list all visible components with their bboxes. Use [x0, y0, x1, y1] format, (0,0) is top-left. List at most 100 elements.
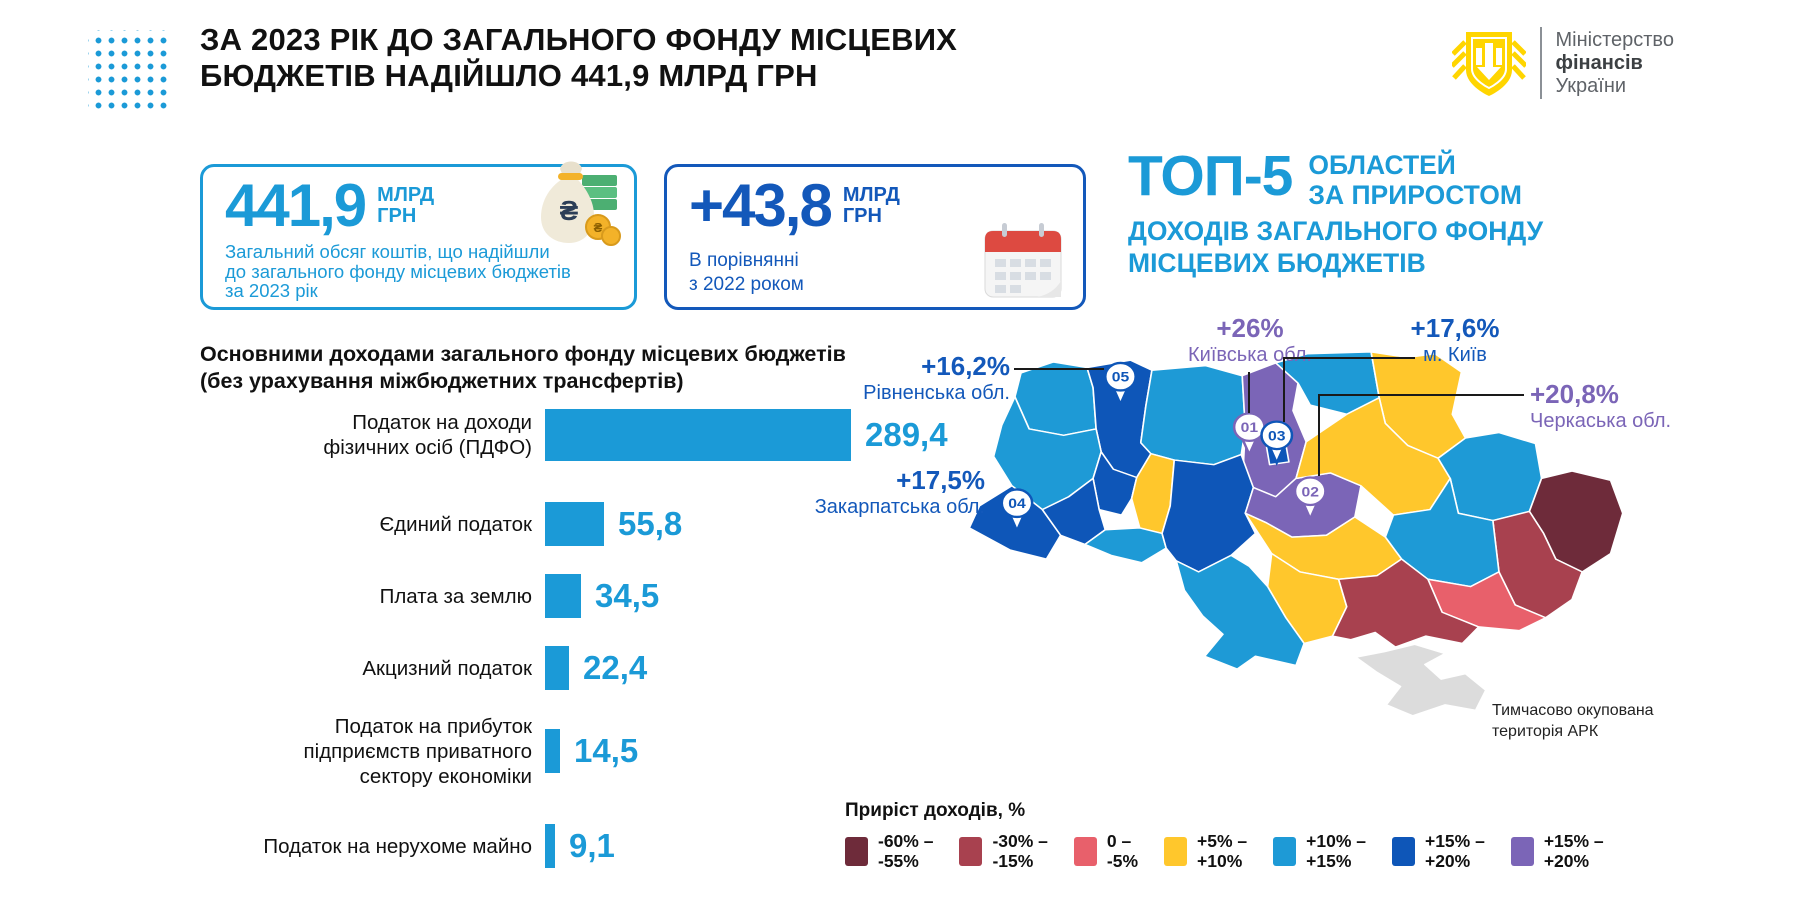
callout-kyivska-region: Київська обл.: [1188, 344, 1312, 366]
legend-item-2: 0 – -5%: [1073, 831, 1139, 871]
bar-realestate: [545, 824, 555, 868]
legend-item-5: +15% – +20%: [1391, 831, 1485, 871]
callout-zakarpattia-pct: +17,5%: [896, 465, 985, 495]
legend-swatch-darkblue: [1391, 836, 1415, 866]
map-pin-05: 05: [1103, 361, 1137, 408]
legend-swatch-lightblue: [1273, 836, 1297, 866]
legend-range-3: +5% – +10%: [1197, 831, 1248, 871]
callout-line-rivne: [1014, 368, 1104, 370]
legend-swatch-darkred: [959, 836, 983, 866]
top5-big: ТОП-5: [1128, 144, 1293, 208]
callout-line-kyiv-v: [1283, 357, 1285, 422]
region-crimea: [1355, 643, 1487, 717]
legend-title: Приріст доходів, %: [845, 800, 1026, 821]
bar-label-profit: Податок на прибуток підприємств приватно…: [303, 714, 532, 788]
callout-kyiv-pct: +17,6%: [1410, 313, 1500, 343]
bar-land: [545, 574, 581, 618]
region-kherson: [1331, 558, 1480, 648]
callout-cherkasy-pct: +20,8%: [1530, 379, 1619, 409]
callout-cherkasy: +20,8% Черкаська обл.: [1530, 380, 1671, 433]
legend-range-1: -30% – -15%: [992, 831, 1048, 871]
top5-side: ОБЛАСТЕЙ ЗА ПРИРОСТОМ: [1308, 150, 1522, 210]
dots-decoration: [88, 30, 167, 109]
legend-range-4: +10% – +15%: [1306, 831, 1366, 871]
legend-range-5: +15% – +20%: [1424, 831, 1485, 871]
map-pin-01: 01: [1232, 412, 1266, 458]
bar-chart: Податок на доходи фізичних осіб (ПДФО) 2…: [200, 404, 948, 868]
bar-value-land: 34,5: [595, 577, 660, 614]
legend-item-1: -30% – -15%: [959, 831, 1048, 871]
legend-swatch-purple: [1510, 836, 1534, 866]
map-pin-04: 04: [1000, 488, 1034, 534]
logo-text: Міністерство фінансів України: [1556, 29, 1674, 98]
ministry-logo: Міністерство фінансів України: [1452, 24, 1674, 102]
legend-range-2: 0 – -5%: [1106, 831, 1139, 871]
bar-label-pdfo: Податок на доходи фізичних осіб (ПДФО): [323, 411, 532, 459]
svg-text:01: 01: [1241, 420, 1258, 436]
growth-unit: МЛРД ГРН: [842, 184, 900, 227]
legend-item-6: +15% – +20%: [1510, 831, 1604, 871]
svg-text:03: 03: [1268, 428, 1285, 444]
callout-kyivska-pct: +26%: [1216, 313, 1284, 343]
legend-swatch-yellow: [1164, 836, 1188, 866]
legend-swatch-maroon: [845, 836, 868, 866]
total-funds-card: 441,9 МЛРД ГРН Загальний обсяг коштів, щ…: [200, 161, 637, 310]
callout-zakarpattia-region: Закарпатська обл.: [814, 496, 985, 518]
money-bag-icon: ₴ ₴: [530, 151, 622, 253]
legend-item-4: +10% – +15%: [1273, 831, 1366, 871]
region-ivano-frankivsk: [1041, 477, 1107, 546]
bar-excise: [545, 646, 569, 690]
map-legend: -60% – -55% -30% – -15% 0 – -5% +5% – +1…: [845, 831, 1604, 871]
logo-divider: [1540, 27, 1542, 99]
callout-line-kyivska: [1248, 372, 1250, 413]
growth-desc: В порівнянні з 2022 роком: [689, 250, 804, 295]
trident-shield-icon: [1452, 32, 1526, 96]
total-funds-desc: Загальний обсяг коштів, що надійшли до з…: [225, 241, 571, 301]
map-pin-03: 03: [1260, 420, 1294, 466]
callout-line-cherkasy-v: [1318, 394, 1320, 476]
callout-zakarpattia: +17,5% Закарпатська обл.: [815, 466, 985, 519]
logo-line2: фінансів: [1555, 51, 1643, 74]
legend-item-0: -60% – -55%: [845, 831, 933, 871]
bar-single-tax: [545, 502, 604, 546]
crimea-note: Тимчасово окупована територія АРК: [1492, 702, 1654, 740]
callout-rivne: +16,2% Рівненська обл.: [863, 352, 1010, 405]
legend-swatch-salmon: [1073, 836, 1097, 866]
bar-label-excise: Акцизний податок: [362, 656, 532, 680]
region-zhytomyr: [1139, 364, 1247, 466]
legend-range-6: +15% – +20%: [1543, 831, 1604, 871]
logo-line1: Міністерство: [1555, 28, 1674, 51]
map-pin-02: 02: [1293, 476, 1327, 522]
bar-value-realestate: 9,1: [569, 827, 615, 864]
bar-pdfo: [545, 409, 851, 461]
region-chernivtsi: [1084, 527, 1167, 564]
callout-cherkasy-region: Черкаська обл.: [1530, 410, 1672, 432]
bar-value-profit: 14,5: [574, 732, 639, 769]
ukraine-map: 05 01 03 02 04: [950, 340, 1640, 780]
top5-rest: ДОХОДІВ ЗАГАЛЬНОГО ФОНДУ МІСЦЕВИХ БЮДЖЕТ…: [1128, 216, 1544, 278]
callout-line-cherkasy-h: [1318, 394, 1524, 396]
callout-line-kyiv-h: [1283, 357, 1415, 359]
legend-item-3: +5% – +10%: [1164, 831, 1247, 871]
region-vinnytsia: [1161, 453, 1257, 573]
bar-profit: [545, 729, 560, 773]
svg-text:₴: ₴: [560, 195, 579, 226]
bar-label-land: Плата за землю: [379, 584, 532, 608]
bar-value-excise: 22,4: [583, 649, 648, 686]
region-odesa: [1175, 554, 1305, 670]
bar-value-pdfo: 289,4: [865, 416, 948, 453]
callout-rivne-region: Рівненська обл.: [863, 382, 1010, 404]
logo-line3: України: [1555, 74, 1627, 97]
calendar-icon: [979, 219, 1067, 308]
svg-text:04: 04: [1008, 496, 1026, 512]
bar-label-realestate: Податок на нерухоме майно: [263, 834, 532, 858]
total-funds-unit: МЛРД ГРН: [377, 184, 435, 227]
bar-label-single-tax: Єдиний податок: [379, 512, 532, 536]
legend-range-0: -60% – -55%: [878, 831, 934, 871]
growth-value: +43,8: [689, 172, 833, 239]
callout-kyivska: +26% Київська обл.: [1168, 314, 1332, 367]
total-funds-value: 441,9: [225, 172, 367, 239]
bar-value-single-tax: 55,8: [618, 505, 683, 542]
callout-rivne-pct: +16,2%: [921, 351, 1010, 381]
